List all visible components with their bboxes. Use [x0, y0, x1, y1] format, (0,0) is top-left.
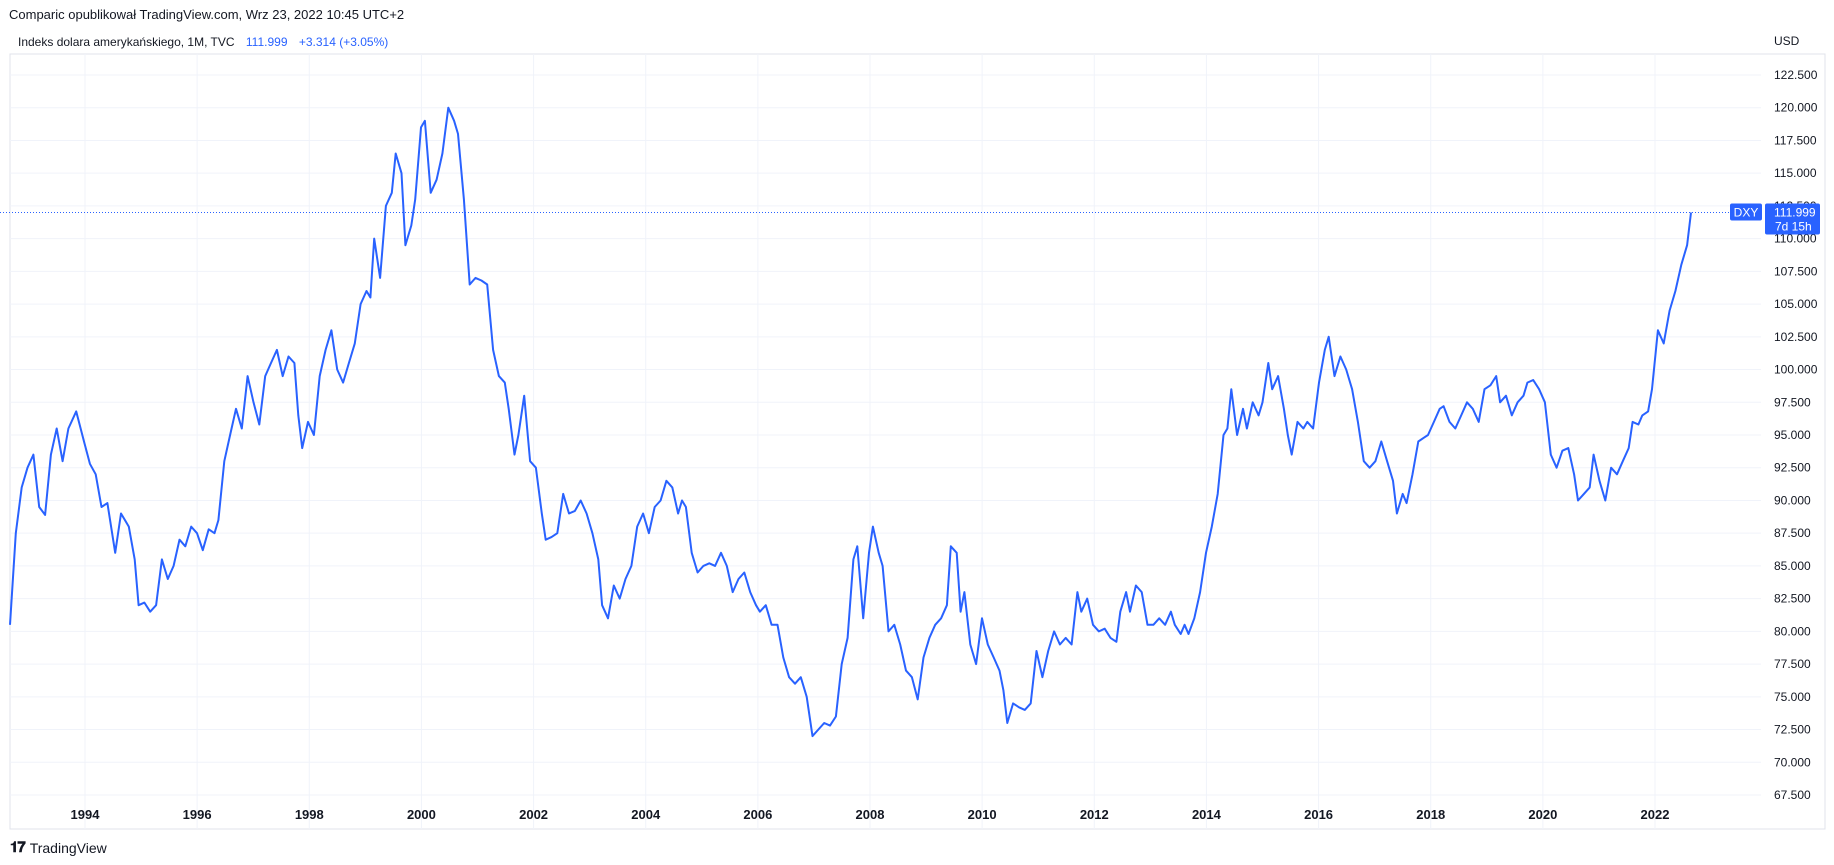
x-tick-label: 2018	[1416, 807, 1445, 822]
y-tick-label: 67.500	[1774, 788, 1811, 802]
y-tick-label: 82.500	[1774, 592, 1811, 606]
y-tick-label: 70.000	[1774, 755, 1811, 769]
symbol-name: Indeks dolara amerykańskiego, 1M, TVC	[18, 35, 235, 49]
y-tick-label: 102.500	[1774, 330, 1818, 344]
x-tick-label: 2000	[407, 807, 436, 822]
y-tick-label: 110.000	[1774, 232, 1817, 246]
x-tick-label: 1998	[295, 807, 324, 822]
x-tick-label: 2022	[1641, 807, 1670, 822]
legend-change: +3.314 (+3.05%)	[298, 35, 389, 49]
x-tick-label: 2016	[1304, 807, 1333, 822]
y-tick-label: 105.000	[1774, 297, 1818, 311]
y-tick-label: 117.500	[1774, 133, 1817, 147]
currency-label: USD	[1774, 34, 1800, 48]
x-tick-label: 2010	[968, 807, 997, 822]
chart-grid	[9, 53, 1826, 830]
y-tick-label: 90.000	[1774, 493, 1811, 507]
footer-branding[interactable]: 𝟏𝟕 TradingView	[10, 839, 107, 856]
y-tick-label: 80.000	[1774, 624, 1811, 638]
y-tick-label: 92.500	[1774, 461, 1811, 475]
symbol-legend: Indeks dolara amerykańskiego, 1M, TVC 11…	[18, 35, 388, 49]
x-tick-label: 2014	[1192, 807, 1222, 822]
plot-frame	[9, 53, 1826, 830]
attribution-text: Comparic opublikował TradingView.com, Wr…	[9, 7, 405, 22]
x-axis: 1994 1996 1998 2000 2002 2004 2006 2008 2010 2012…	[71, 807, 1670, 822]
tradingview-logo-icon: 𝟏𝟕	[10, 839, 26, 856]
x-tick-label: 2012	[1080, 807, 1109, 822]
x-tick-label: 1994	[71, 807, 101, 822]
ticker-tag-bg	[1730, 203, 1762, 221]
x-tick-label: 2020	[1528, 807, 1557, 822]
y-tick-label: 85.000	[1774, 559, 1811, 573]
y-tick-label: 72.500	[1774, 723, 1811, 737]
x-tick-label: 2008	[856, 807, 885, 822]
y-tick-label: 120.000	[1774, 101, 1818, 115]
x-tick-label: 2002	[519, 807, 548, 822]
ticker-tag-label: DXY	[1734, 205, 1759, 219]
tradingview-logo-text: TradingView	[29, 839, 107, 856]
y-tick-label: 115.000	[1774, 166, 1817, 180]
price-tag-countdown: 7d 15h	[1775, 219, 1812, 233]
y-tick-label: 100.000	[1774, 363, 1818, 377]
y-tick-label: 77.500	[1774, 657, 1811, 671]
y-axis: 67.500 70.000 72.500 75.000 77.500 80.000 82.5…	[1774, 68, 1818, 802]
last-price-tag: DXY 111.999 7d 15h	[1730, 203, 1820, 235]
price-tag-bg	[1765, 203, 1820, 235]
series-line[interactable]	[9, 106, 1692, 738]
y-tick-label: 97.500	[1774, 395, 1811, 409]
x-tick-label: 2006	[743, 807, 772, 822]
y-tick-label: 95.000	[1774, 428, 1811, 442]
y-tick-label: 87.500	[1774, 526, 1811, 540]
y-tick-label: 122.500	[1774, 68, 1818, 82]
y-tick-label: 107.500	[1774, 264, 1818, 278]
y-tick-label: 75.000	[1774, 690, 1811, 704]
x-tick-label: 2004	[631, 807, 661, 822]
legend-value: 111.999	[245, 35, 288, 49]
x-tick-label: 1996	[183, 807, 212, 822]
price-tag-value: 111.999	[1774, 205, 1816, 219]
